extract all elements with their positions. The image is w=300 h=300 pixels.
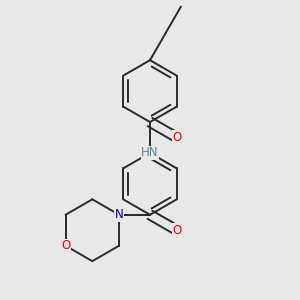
Text: O: O bbox=[172, 224, 182, 237]
Text: O: O bbox=[61, 239, 70, 252]
Text: N: N bbox=[115, 208, 124, 221]
Text: O: O bbox=[172, 131, 182, 144]
Text: HN: HN bbox=[141, 146, 159, 159]
